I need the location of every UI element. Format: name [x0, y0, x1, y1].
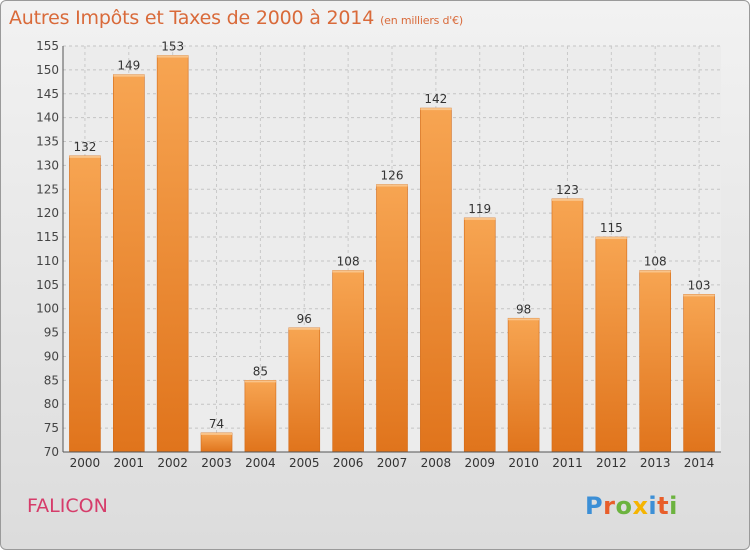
data-label: 126	[381, 169, 404, 183]
bar-highlight	[113, 74, 145, 77]
bar-highlight	[464, 217, 496, 220]
y-tick-label: 135	[36, 135, 59, 149]
chart-title-text: Autres Impôts et Taxes de 2000 à 2014	[9, 7, 375, 29]
bar-highlight	[420, 108, 452, 111]
y-tick-label: 95	[44, 326, 59, 340]
bar-highlight	[376, 184, 408, 187]
data-label: 108	[337, 254, 360, 268]
x-tick-label: 2013	[640, 456, 671, 470]
y-tick-label: 100	[36, 302, 59, 316]
y-tick-label: 80	[44, 397, 59, 411]
y-tick-label: 125	[36, 182, 59, 196]
bar-highlight	[595, 237, 627, 240]
bar	[595, 236, 628, 453]
x-tick-label: 2001	[114, 456, 145, 470]
x-tick-label: 2008	[421, 456, 452, 470]
logo-letter: r	[603, 492, 616, 520]
bar	[200, 432, 233, 453]
bar	[683, 294, 715, 453]
logo-letter: i	[669, 492, 678, 520]
chart-title: Autres Impôts et Taxes de 2000 à 2014 (en…	[9, 7, 463, 29]
data-label: 119	[468, 202, 491, 216]
y-tick-label: 85	[44, 373, 59, 387]
data-label: 103	[688, 278, 711, 292]
unit-note: (en milliers d'€)	[380, 14, 463, 27]
y-tick-label: 90	[44, 349, 59, 363]
y-tick-label: 105	[36, 278, 59, 292]
logo-letter: o	[615, 492, 633, 520]
data-label: 123	[556, 183, 579, 197]
x-tick-label: 2000	[70, 456, 101, 470]
bar-highlight	[551, 198, 583, 201]
bar	[551, 198, 584, 453]
x-tick-label: 2007	[377, 456, 408, 470]
x-tick-label: 2003	[201, 456, 232, 470]
bar	[507, 317, 540, 453]
bar	[463, 217, 496, 453]
y-tick-label: 130	[36, 158, 59, 172]
data-label: 96	[297, 312, 312, 326]
x-tick-label: 2004	[245, 456, 276, 470]
data-label: 108	[644, 254, 667, 268]
bar	[420, 107, 452, 453]
data-label: 132	[73, 140, 96, 154]
bar-highlight	[332, 270, 364, 273]
data-label: 153	[161, 40, 184, 54]
bar	[156, 55, 189, 453]
x-tick-label: 2011	[552, 456, 583, 470]
y-tick-label: 140	[36, 111, 59, 125]
x-tick-label: 2002	[157, 456, 188, 470]
x-tick-label: 2009	[464, 456, 495, 470]
data-label: 74	[209, 417, 224, 431]
bar	[376, 184, 408, 453]
logo-letter: t	[657, 492, 670, 520]
x-tick-label: 2005	[289, 456, 320, 470]
x-tick-label: 2006	[333, 456, 364, 470]
x-tick-label: 2012	[596, 456, 627, 470]
bar	[332, 270, 364, 453]
bar-highlight	[288, 327, 320, 330]
bar	[288, 327, 321, 453]
x-tick-label: 2014	[684, 456, 715, 470]
bar	[639, 270, 672, 453]
data-label: 98	[516, 302, 531, 316]
bar	[244, 380, 277, 453]
logo-letter: P	[585, 492, 604, 520]
bar	[113, 74, 145, 453]
y-tick-label: 150	[36, 63, 59, 77]
data-label: 142	[424, 92, 447, 106]
data-label: 115	[600, 221, 623, 235]
logo-letter: i	[648, 492, 658, 520]
data-label: 149	[117, 59, 140, 73]
y-tick-label: 110	[36, 254, 59, 268]
bar-highlight	[508, 318, 540, 321]
y-tick-label: 115	[36, 230, 59, 244]
data-label: 85	[253, 364, 268, 378]
x-tick-label: 2010	[508, 456, 539, 470]
logo-letter: x	[632, 492, 649, 520]
bar-highlight	[69, 155, 101, 158]
bar-highlight	[157, 55, 189, 58]
bar	[69, 155, 101, 453]
y-tick-label: 120	[36, 206, 59, 220]
y-tick-label: 75	[44, 421, 59, 435]
bar-highlight	[244, 380, 276, 383]
bar-highlight	[683, 294, 715, 297]
bar-highlight	[201, 432, 233, 435]
proxiti-logo: Proxiti	[585, 492, 678, 520]
y-tick-label: 70	[44, 445, 59, 459]
bar-highlight	[639, 270, 671, 273]
y-tick-label: 145	[36, 87, 59, 101]
place-name: FALICON	[27, 495, 108, 517]
y-tick-label: 155	[36, 39, 59, 53]
